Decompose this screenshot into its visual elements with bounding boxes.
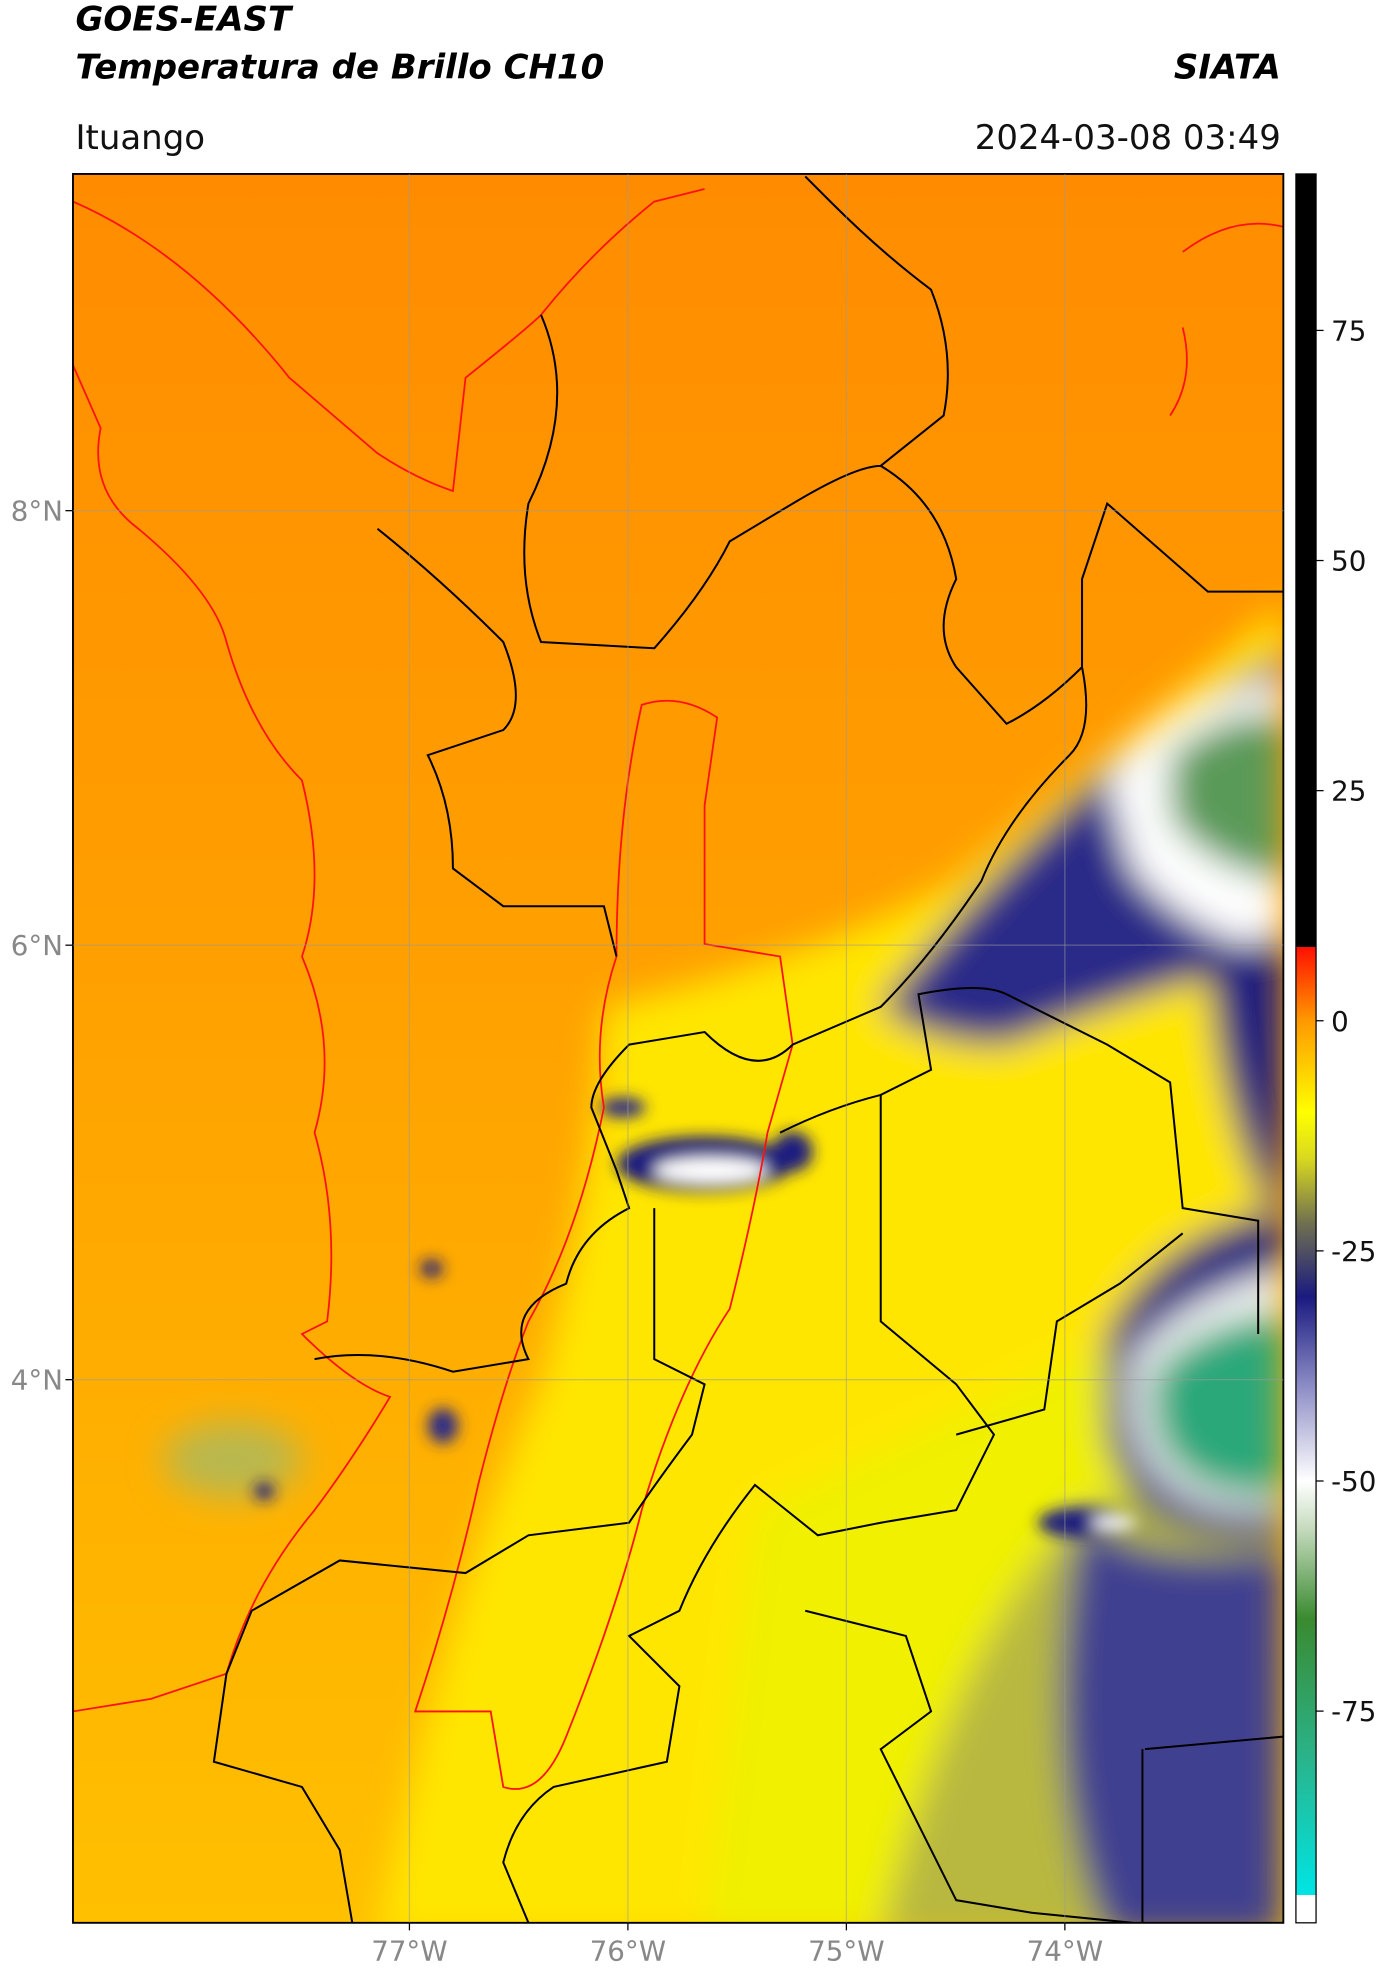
colorbar-tick-label: 0 <box>1331 1005 1349 1038</box>
colorbar-fill <box>1295 173 1317 1924</box>
map-axes: 77°W 76°W 75°W 74°W 8°N 6°N 4°N <box>11 173 1284 1968</box>
timestamp-label: 2024-03-08 03:49 <box>975 118 1281 158</box>
product-title: Temperatura de Brillo CH10 <box>75 47 604 87</box>
x-tick-label: 77°W <box>371 1935 447 1968</box>
colorbar-tick-label: -25 <box>1331 1235 1376 1268</box>
storm-cells <box>254 1097 1137 1538</box>
region-label: Ituango <box>75 118 205 158</box>
y-tick-label: 8°N <box>11 495 63 528</box>
temperature-field <box>163 604 1284 1923</box>
x-tick-label: 76°W <box>590 1935 666 1968</box>
boundaries <box>72 175 1284 1923</box>
colorbar-tick-label: -50 <box>1331 1465 1376 1498</box>
map-image <box>72 173 1284 1923</box>
satellite-title: GOES-EAST <box>75 0 293 40</box>
y-tick-label: 6°N <box>11 929 63 962</box>
source-label: SIATA <box>1174 47 1281 87</box>
colorbar-tick-label: 50 <box>1331 545 1366 578</box>
x-tick-label: 75°W <box>808 1935 884 1968</box>
colorbar-tick-label: 25 <box>1331 775 1366 808</box>
colorbar-tick-label: -75 <box>1331 1695 1376 1728</box>
y-tick-label: 4°N <box>11 1364 63 1397</box>
map-frame <box>72 172 1285 1924</box>
colorbar: 75 50 25 0 -25 -50 -75 <box>1295 173 1376 1924</box>
colorbar-tick-label: 75 <box>1331 314 1366 347</box>
x-tick-label: 74°W <box>1027 1935 1103 1968</box>
